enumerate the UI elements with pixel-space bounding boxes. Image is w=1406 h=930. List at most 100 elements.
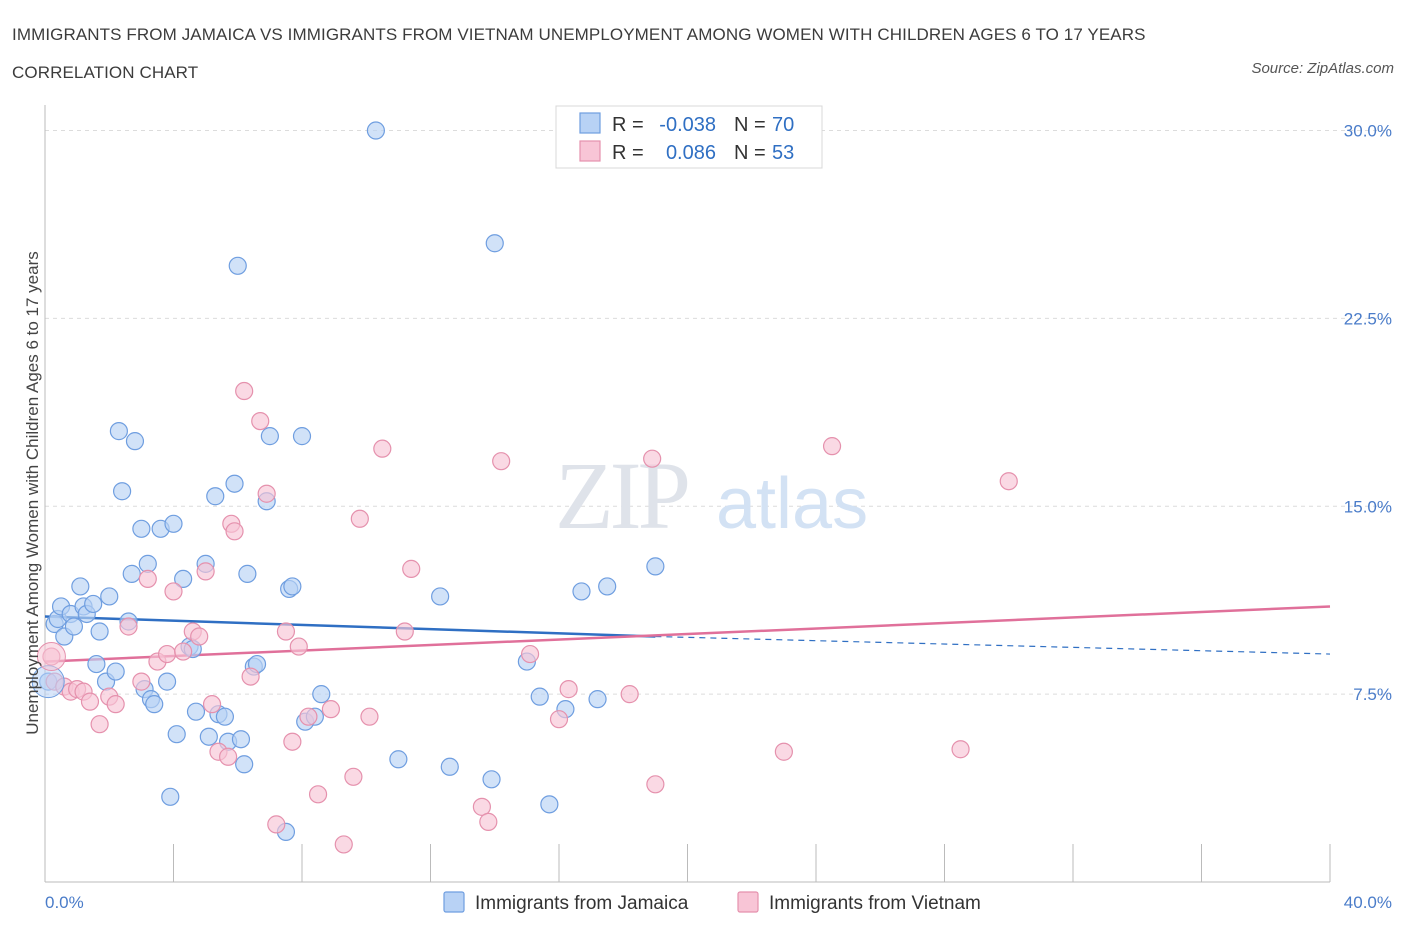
- point-s1-34: [308, 785, 328, 804]
- point-s1-37: [344, 767, 363, 786]
- point-s1-25: [235, 381, 254, 401]
- point-s0-30: [167, 725, 186, 744]
- point-s1-50: [643, 449, 662, 468]
- legend-r-label-1: R =: [612, 142, 644, 164]
- axes: [44, 105, 1331, 883]
- point-s0-61: [482, 770, 501, 789]
- point-s1-51: [646, 775, 665, 794]
- point-s0-43: [231, 730, 251, 749]
- point-s1-44: [479, 812, 498, 831]
- point-s0-52: [283, 577, 302, 596]
- y-tick-label-2: 22.5%: [1344, 309, 1392, 328]
- point-s1-36: [334, 835, 353, 854]
- point-s1-16: [174, 642, 193, 661]
- point-s1-11: [132, 672, 151, 691]
- point-s1-19: [196, 562, 215, 581]
- point-s0-36: [199, 727, 218, 746]
- point-s1-41: [395, 622, 414, 641]
- point-s0-21: [132, 519, 151, 538]
- point-s1-14: [157, 644, 177, 664]
- point-s0-10: [84, 594, 103, 614]
- point-s0-41: [225, 474, 244, 493]
- bottom-legend-swatch-0: [443, 891, 465, 913]
- point-s0-69: [598, 577, 617, 596]
- point-s1-18: [190, 627, 209, 646]
- point-s0-15: [106, 662, 125, 681]
- y-tick-label-0: 7.5%: [1353, 685, 1392, 704]
- point-s0-44: [235, 755, 254, 774]
- bottom-legend: Immigrants from Jamaica Immigrants from V…: [443, 891, 981, 914]
- point-s1-10: [119, 617, 138, 636]
- trend-vietnam: [44, 605, 1331, 663]
- point-s1-12: [138, 569, 157, 589]
- point-s0-68: [588, 690, 607, 709]
- watermark-zip: ZIP: [555, 442, 688, 549]
- point-s0-16: [109, 422, 128, 441]
- point-s1-38: [350, 509, 369, 528]
- point-s1-49: [620, 685, 639, 704]
- y-tick-label-1: 15.0%: [1344, 497, 1392, 516]
- point-s1-46: [520, 644, 540, 664]
- point-s1-6: [80, 692, 100, 711]
- point-s0-49: [260, 427, 279, 446]
- legend-n-value-0: 70: [772, 114, 794, 136]
- point-s0-20: [125, 432, 145, 451]
- x-tick-label-1: 40.0%: [1344, 893, 1392, 912]
- point-s1-7: [90, 715, 109, 734]
- point-s0-65: [540, 795, 559, 814]
- legend: R = -0.038 N = 70 R = 0.086 N = 53: [555, 105, 823, 169]
- point-s1-40: [373, 439, 392, 458]
- point-s1-31: [283, 732, 302, 751]
- point-s1-28: [257, 484, 276, 503]
- point-s1-42: [402, 559, 421, 578]
- trend-jamaica-extension: [655, 635, 1331, 655]
- point-s0-29: [164, 514, 183, 533]
- point-s0-56: [312, 685, 331, 704]
- bottom-legend-label-1: Immigrants from Vietnam: [769, 893, 981, 914]
- legend-swatch-1: [579, 140, 601, 162]
- point-s0-6: [64, 617, 84, 636]
- point-s0-67: [572, 582, 591, 601]
- legend-r-value-1: 0.086: [666, 142, 716, 164]
- legend-n-value-1: 53: [772, 142, 794, 164]
- point-s1-29: [267, 815, 286, 834]
- point-s1-30: [276, 622, 296, 641]
- point-s0-62: [485, 234, 504, 253]
- source-credit: Source: ZipAtlas.com: [1251, 60, 1394, 77]
- point-s1-39: [360, 707, 379, 726]
- point-s1-43: [472, 797, 491, 816]
- point-s1-53: [822, 437, 842, 456]
- point-s1-24: [225, 522, 244, 541]
- point-s1-55: [999, 472, 1018, 491]
- point-s1-26: [241, 667, 260, 686]
- trend-jamaica: [44, 615, 656, 638]
- point-s1-35: [321, 700, 341, 719]
- point-s0-19: [122, 564, 141, 583]
- point-s0-25: [145, 695, 164, 714]
- bottom-legend-swatch-1: [737, 891, 759, 913]
- point-s0-57: [366, 121, 385, 140]
- watermark: ZIP atlas: [555, 442, 868, 549]
- point-s0-42: [228, 256, 247, 275]
- point-s0-58: [389, 750, 408, 769]
- legend-n-label-0: N =: [734, 114, 766, 136]
- point-s0-39: [215, 707, 234, 726]
- trend-lines: [44, 605, 1331, 663]
- point-s0-17: [112, 482, 132, 501]
- point-s0-28: [161, 787, 180, 806]
- point-s1-54: [951, 740, 970, 759]
- point-s1-48: [559, 680, 578, 699]
- legend-r-value-0: -0.038: [659, 114, 716, 136]
- point-s0-7: [71, 577, 90, 596]
- point-s0-27: [157, 672, 177, 691]
- point-s1-20: [202, 695, 222, 714]
- grid-lines: [45, 130, 1390, 695]
- point-s0-11: [87, 654, 106, 674]
- point-s1-9: [106, 695, 125, 714]
- y-tick-label-3: 30.0%: [1344, 122, 1392, 141]
- watermark-atlas: atlas: [716, 464, 868, 544]
- point-s0-34: [186, 702, 206, 721]
- point-s1-27: [251, 411, 270, 431]
- chart-title: IMMIGRANTS FROM JAMAICA VS IMMIGRANTS FR…: [12, 25, 1146, 82]
